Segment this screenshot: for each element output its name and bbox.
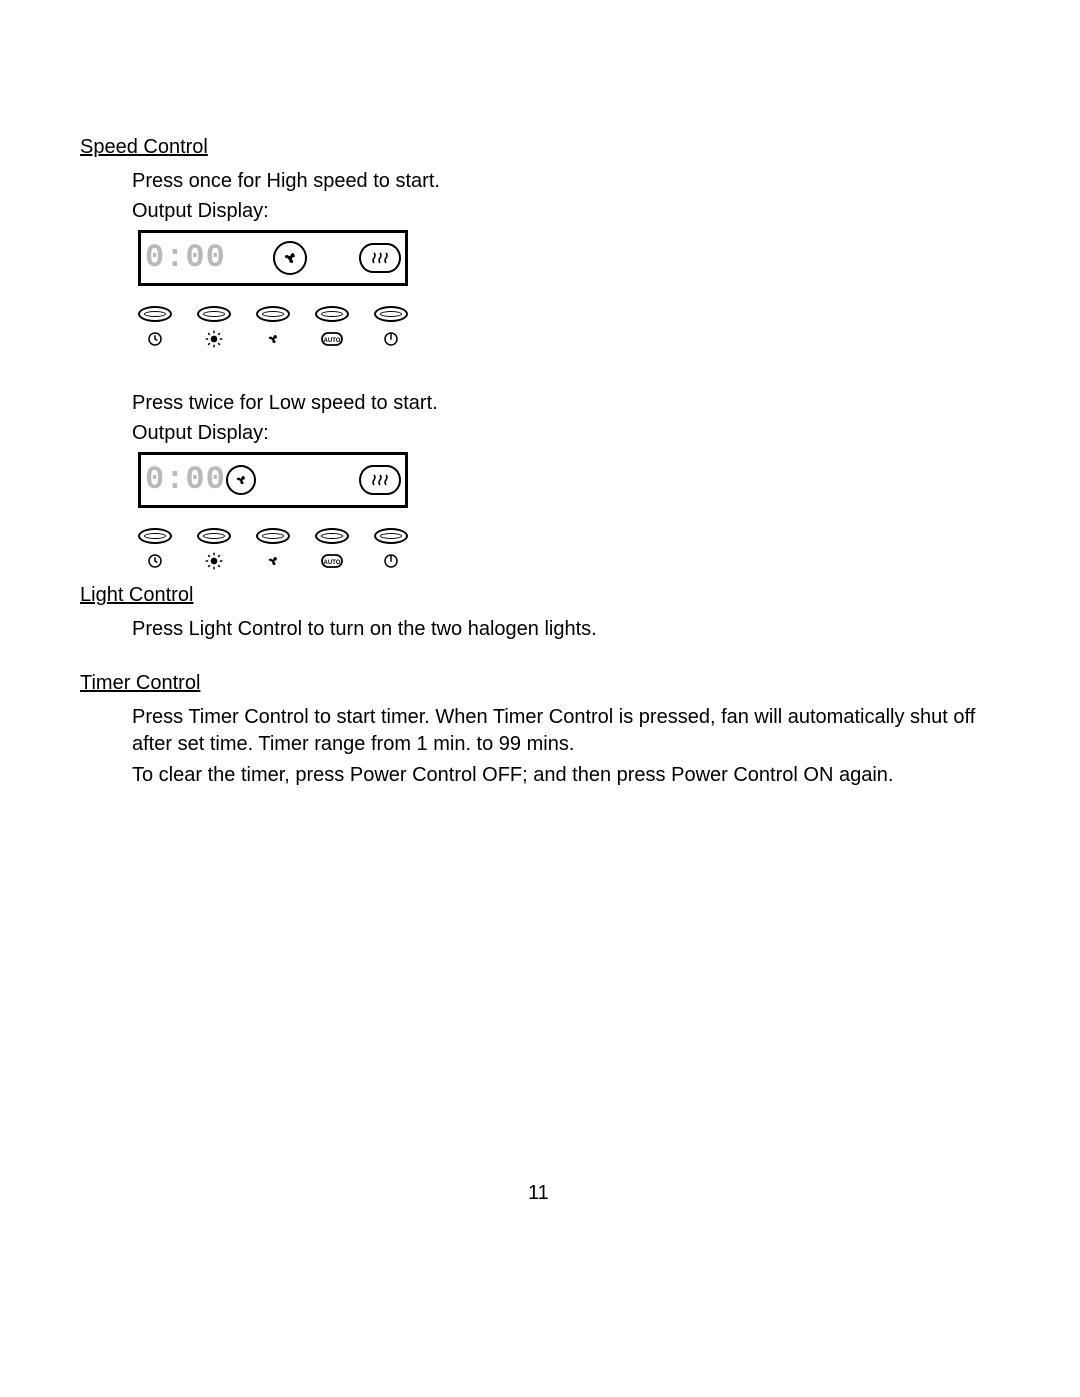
- timer-button-stack: [138, 306, 172, 350]
- heat-icon: [359, 243, 401, 273]
- svg-text:AUTO: AUTO: [324, 560, 341, 566]
- fan-button-stack: [256, 306, 290, 350]
- timer-control-body-1: Press Timer Control to start timer. When…: [132, 704, 1002, 758]
- timer-button: [138, 306, 172, 322]
- document-page: Speed Control Press once for High speed …: [0, 0, 1080, 1397]
- light-button: [197, 306, 231, 322]
- low-speed-instruction: Press twice for Low speed to start.: [132, 390, 438, 417]
- fan-icon: [262, 328, 284, 350]
- power-button-stack: [374, 306, 408, 350]
- auto-icon: AUTO: [321, 328, 343, 350]
- timer-control-heading: Timer Control: [80, 672, 200, 695]
- svg-text:AUTO: AUTO: [324, 338, 341, 344]
- auto-button-stack: AUTO: [315, 306, 349, 350]
- power-button-stack: [374, 528, 408, 572]
- power-icon: [380, 328, 402, 350]
- low-speed-output-label: Output Display:: [132, 420, 269, 447]
- fan-icon: [226, 465, 256, 495]
- fan-button-stack: [256, 528, 290, 572]
- lcd-digits: 0:00: [145, 464, 226, 496]
- timer-button-stack: [138, 528, 172, 572]
- light-control-body: Press Light Control to turn on the two h…: [132, 616, 597, 643]
- auto-button: [315, 306, 349, 322]
- button-row: AUTO: [138, 306, 408, 350]
- timer-button: [138, 528, 172, 544]
- speed-control-heading: Speed Control: [80, 136, 208, 159]
- auto-icon: AUTO: [321, 550, 343, 572]
- timer-icon: [144, 328, 166, 350]
- high-speed-output-label: Output Display:: [132, 198, 269, 225]
- page-number: 11: [528, 1182, 549, 1205]
- lcd-frame: 0:00: [138, 452, 408, 508]
- high-speed-instruction: Press once for High speed to start.: [132, 168, 440, 195]
- fan-icon: [273, 241, 307, 275]
- button-row: AUTO: [138, 528, 408, 572]
- light-icon: [203, 550, 225, 572]
- light-control-heading: Light Control: [80, 584, 193, 607]
- heat-icon: [359, 465, 401, 495]
- display-panel-high: 0:00: [138, 230, 418, 350]
- light-button-stack: [197, 528, 231, 572]
- lcd-digits: 0:00: [145, 242, 226, 274]
- light-button-stack: [197, 306, 231, 350]
- auto-button-stack: AUTO: [315, 528, 349, 572]
- power-button: [374, 306, 408, 322]
- fan-icon: [262, 550, 284, 572]
- timer-icon: [144, 550, 166, 572]
- display-panel-low: 0:00: [138, 452, 418, 572]
- light-button: [197, 528, 231, 544]
- power-icon: [380, 550, 402, 572]
- auto-button: [315, 528, 349, 544]
- timer-control-body-2: To clear the timer, press Power Control …: [132, 762, 893, 789]
- fan-button: [256, 306, 290, 322]
- lcd-frame: 0:00: [138, 230, 408, 286]
- power-button: [374, 528, 408, 544]
- light-icon: [203, 328, 225, 350]
- fan-button: [256, 528, 290, 544]
